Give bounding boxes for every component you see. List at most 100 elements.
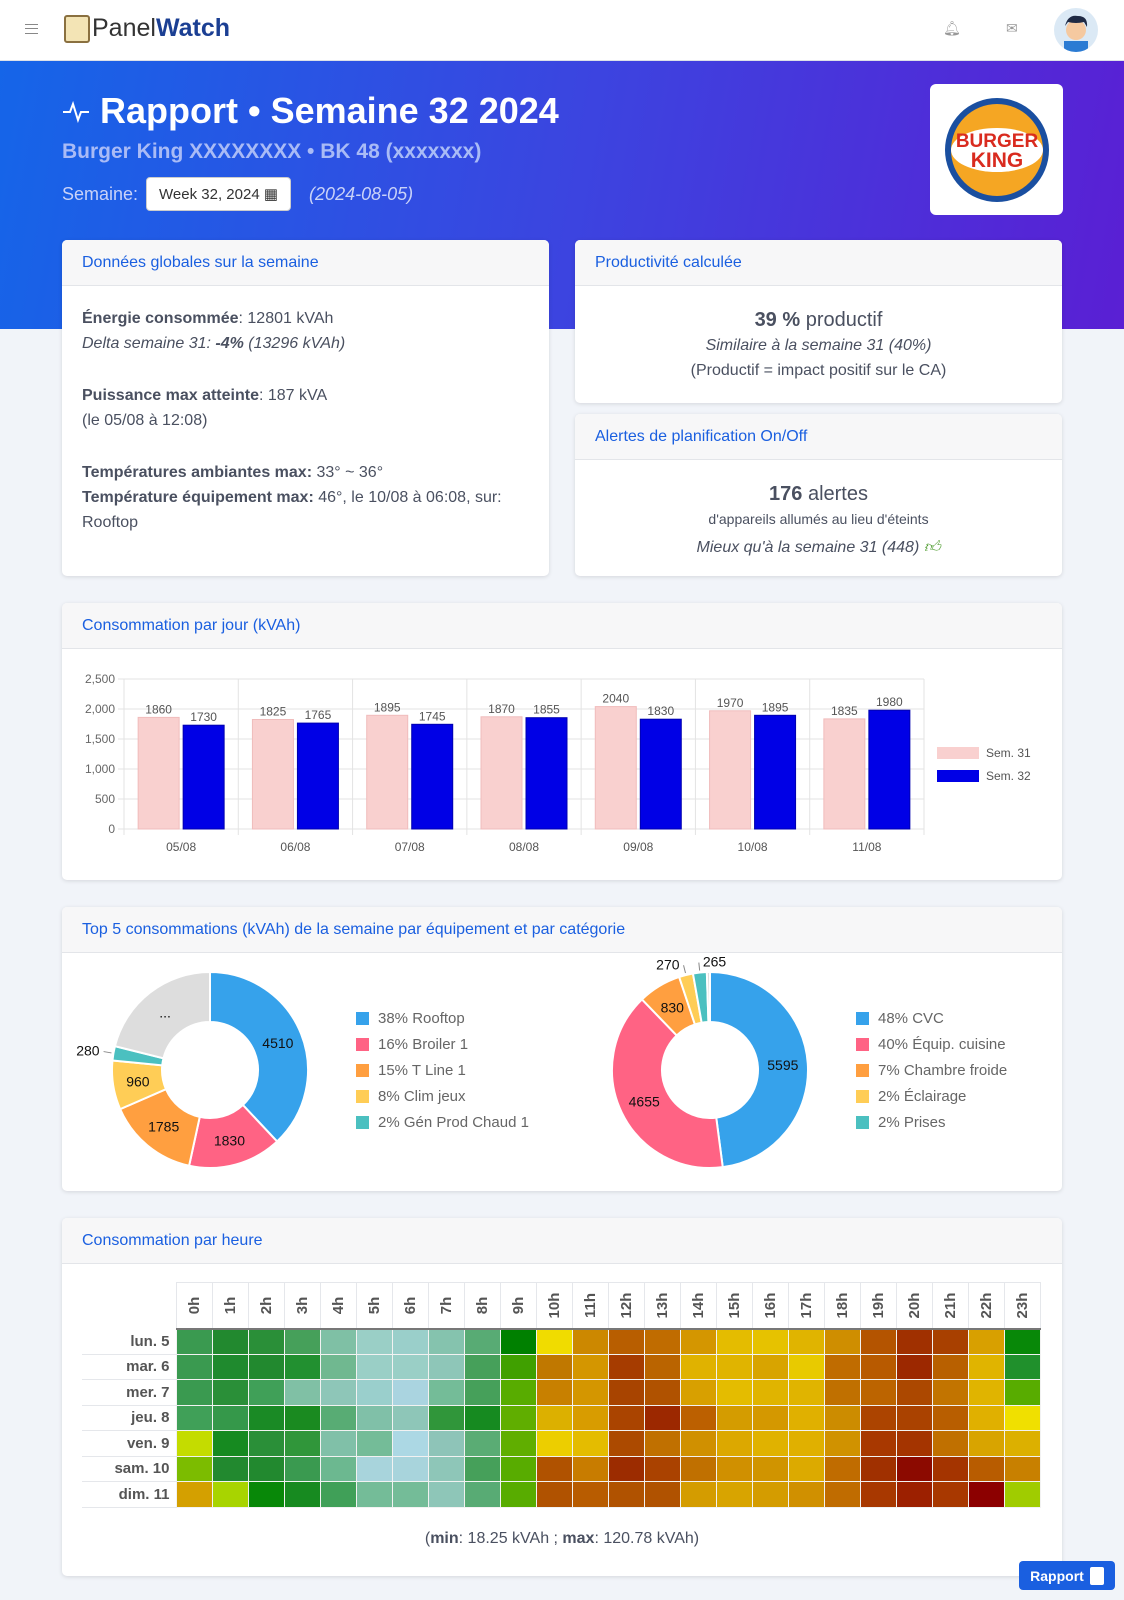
heatmap-cell[interactable] [391, 1430, 429, 1457]
heatmap-cell[interactable] [391, 1328, 429, 1355]
legend-label[interactable]: 16% Broiler 1 [378, 1036, 468, 1053]
heatmap-cell[interactable] [571, 1379, 609, 1406]
heatmap-cell[interactable] [463, 1481, 501, 1508]
heatmap-cell[interactable] [175, 1353, 213, 1380]
heatmap-cell[interactable] [463, 1328, 501, 1355]
heatmap-cell[interactable] [751, 1353, 789, 1380]
heatmap-cell[interactable] [175, 1455, 213, 1482]
heatmap-cell[interactable] [823, 1404, 861, 1431]
heatmap-cell[interactable] [643, 1353, 681, 1380]
mail-icon[interactable]: ✉︎ [1006, 20, 1018, 36]
heatmap-cell[interactable] [823, 1455, 861, 1482]
heatmap-cell[interactable] [895, 1379, 933, 1406]
heatmap-cell[interactable] [535, 1353, 573, 1380]
heatmap-cell[interactable] [715, 1404, 753, 1431]
legend-label[interactable]: 48% CVC [878, 1010, 944, 1027]
bar[interactable] [411, 723, 454, 830]
heatmap-cell[interactable] [283, 1353, 321, 1380]
donut-slice[interactable] [709, 970, 809, 1169]
heatmap-cell[interactable] [787, 1328, 825, 1355]
heatmap-cell[interactable] [571, 1353, 609, 1380]
heatmap-cell[interactable] [571, 1455, 609, 1482]
heatmap-cell[interactable] [283, 1404, 321, 1431]
heatmap-cell[interactable] [319, 1328, 357, 1355]
heatmap-cell[interactable] [319, 1430, 357, 1457]
bell-icon[interactable]: 🔔︎ [943, 20, 961, 36]
heatmap-cell[interactable] [463, 1353, 501, 1380]
heatmap-cell[interactable] [175, 1379, 213, 1406]
heatmap-cell[interactable] [427, 1481, 465, 1508]
heatmap-cell[interactable] [463, 1430, 501, 1457]
bar[interactable] [594, 706, 637, 830]
heatmap-cell[interactable] [175, 1328, 213, 1355]
heatmap-cell[interactable] [679, 1481, 717, 1508]
heatmap-cell[interactable] [211, 1481, 249, 1508]
heatmap-cell[interactable] [751, 1404, 789, 1431]
heatmap-cell[interactable] [967, 1430, 1005, 1457]
heatmap-cell[interactable] [967, 1379, 1005, 1406]
heatmap-cell[interactable] [535, 1481, 573, 1508]
heatmap-cell[interactable] [607, 1328, 645, 1355]
legend-label[interactable]: Sem. 31 [986, 746, 1031, 760]
heatmap-cell[interactable] [355, 1353, 393, 1380]
bar[interactable] [709, 710, 752, 830]
heatmap-cell[interactable] [679, 1430, 717, 1457]
heatmap-cell[interactable] [355, 1455, 393, 1482]
heatmap-cell[interactable] [607, 1430, 645, 1457]
heatmap-cell[interactable] [1003, 1481, 1041, 1508]
heatmap-cell[interactable] [535, 1328, 573, 1355]
legend-label[interactable]: 2% Gén Prod Chaud 1 [378, 1114, 529, 1131]
bar[interactable] [182, 724, 225, 830]
heatmap-cell[interactable] [859, 1379, 897, 1406]
heatmap-cell[interactable] [1003, 1404, 1041, 1431]
heatmap-cell[interactable] [391, 1353, 429, 1380]
heatmap-cell[interactable] [715, 1455, 753, 1482]
heatmap-cell[interactable] [247, 1455, 285, 1482]
heatmap-cell[interactable] [355, 1430, 393, 1457]
bar[interactable] [137, 716, 180, 830]
heatmap-cell[interactable] [643, 1430, 681, 1457]
heatmap-cell[interactable] [535, 1404, 573, 1431]
menu-icon[interactable] [25, 24, 38, 34]
heatmap-cell[interactable] [211, 1353, 249, 1380]
heatmap-cell[interactable] [895, 1328, 933, 1355]
bar[interactable] [823, 718, 866, 830]
heatmap-cell[interactable] [427, 1404, 465, 1431]
heatmap-cell[interactable] [859, 1481, 897, 1508]
heatmap-cell[interactable] [211, 1379, 249, 1406]
bar[interactable] [754, 714, 797, 830]
heatmap-cell[interactable] [787, 1404, 825, 1431]
heatmap-cell[interactable] [499, 1404, 537, 1431]
avatar[interactable] [1054, 8, 1098, 52]
heatmap-cell[interactable] [391, 1481, 429, 1508]
heatmap-cell[interactable] [931, 1328, 969, 1355]
heatmap-cell[interactable] [859, 1430, 897, 1457]
bar[interactable] [639, 718, 682, 830]
heatmap-cell[interactable] [643, 1404, 681, 1431]
heatmap-cell[interactable] [679, 1404, 717, 1431]
heatmap-cell[interactable] [283, 1379, 321, 1406]
heatmap-cell[interactable] [679, 1328, 717, 1355]
heatmap-cell[interactable] [247, 1481, 285, 1508]
heatmap-cell[interactable] [283, 1481, 321, 1508]
heatmap-cell[interactable] [355, 1328, 393, 1355]
heatmap-cell[interactable] [391, 1455, 429, 1482]
heatmap-cell[interactable] [211, 1455, 249, 1482]
heatmap-cell[interactable] [427, 1455, 465, 1482]
heatmap-cell[interactable] [787, 1353, 825, 1380]
legend-label[interactable]: 15% T Line 1 [378, 1062, 466, 1079]
heatmap-cell[interactable] [463, 1379, 501, 1406]
heatmap-cell[interactable] [931, 1430, 969, 1457]
heatmap-cell[interactable] [211, 1430, 249, 1457]
heatmap-cell[interactable] [607, 1379, 645, 1406]
heatmap-cell[interactable] [715, 1328, 753, 1355]
donut-slice[interactable] [705, 970, 711, 1024]
heatmap-cell[interactable] [499, 1455, 537, 1482]
bar[interactable] [525, 717, 568, 830]
heatmap-cell[interactable] [1003, 1353, 1041, 1380]
heatmap-cell[interactable] [247, 1430, 285, 1457]
heatmap-cell[interactable] [787, 1481, 825, 1508]
legend-label[interactable]: 40% Équip. cuisine [878, 1036, 1006, 1053]
heatmap-cell[interactable] [499, 1328, 537, 1355]
heatmap-cell[interactable] [571, 1430, 609, 1457]
